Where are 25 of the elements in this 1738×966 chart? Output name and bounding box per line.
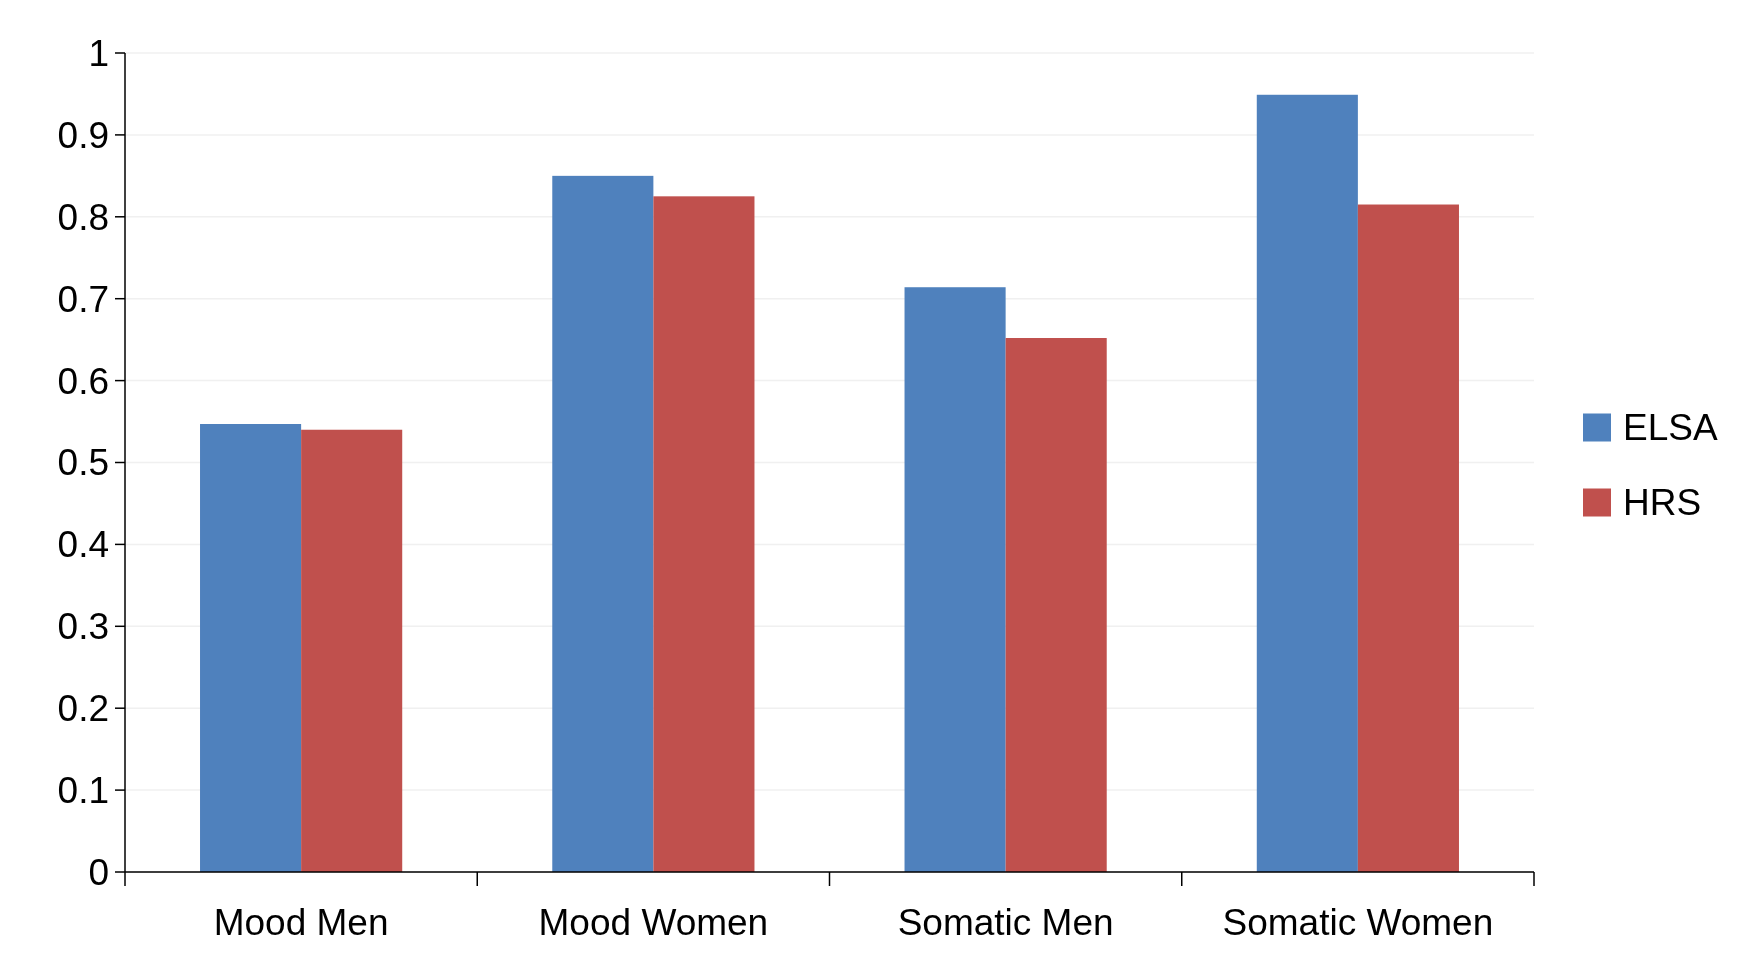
legend-label: ELSA [1623,407,1718,449]
x-tick-label: Somatic Women [1222,902,1494,943]
x-tick-label: Mood Men [213,902,389,943]
y-tick-label: 0.4 [57,524,109,566]
bar [552,175,654,872]
bar [200,424,302,872]
y-tick-label: 0 [88,851,109,893]
x-tick-label: Mood Women [538,902,769,943]
bar [1005,338,1107,872]
y-tick-label: 1 [88,32,109,74]
bar [301,429,403,872]
y-tick-label: 0.8 [57,196,109,238]
y-tick-label: 0.2 [57,688,109,730]
x-tick-label: Somatic Men [897,902,1114,943]
y-tick-label: 0.3 [57,606,109,648]
y-tick-label: 0.9 [57,114,109,156]
y-tick-label: 0.7 [57,278,109,320]
legend-label: HRS [1623,482,1702,524]
y-tick-label: 0.1 [57,770,109,812]
bar [1256,94,1358,872]
bar [904,287,1006,872]
bar [1357,204,1459,872]
y-tick-label: 0.6 [57,360,109,402]
bar [653,196,755,872]
y-tick-label: 0.5 [57,442,109,484]
